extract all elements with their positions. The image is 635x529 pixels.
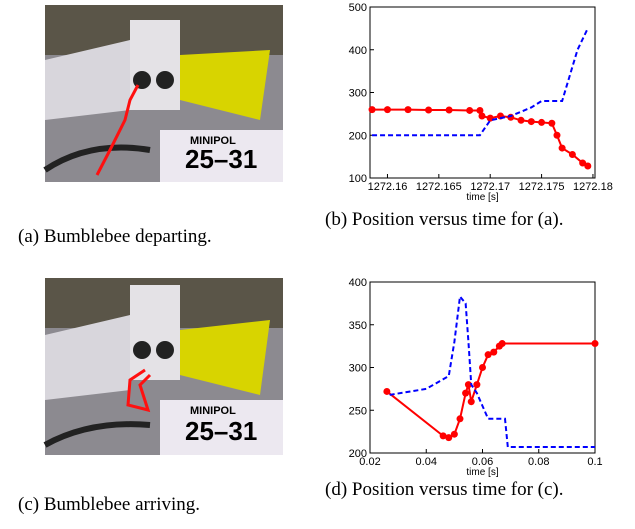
x-tick-label: 0.08 (528, 456, 549, 468)
x-tick-label: 1272.16 (368, 181, 408, 193)
x-tick-label: 1272.175 (519, 181, 565, 193)
plot-frame (369, 6, 596, 179)
series-line (372, 27, 589, 137)
data-point (462, 389, 470, 397)
y-tick-label: 400 (349, 277, 367, 289)
data-point (484, 351, 492, 359)
plate-number: 25–31 (185, 144, 257, 174)
x-axis-label: time [s] (466, 192, 498, 203)
x-axis-label: time [s] (466, 467, 498, 478)
y-tick-label: 200 (349, 130, 367, 142)
data-point (368, 106, 376, 114)
x-tick-label: 0.1 (587, 456, 602, 468)
data-point (568, 150, 576, 158)
caption: (d) Position versus time for (c). (325, 479, 564, 500)
y-tick-label: 100 (349, 173, 367, 185)
data-point (479, 364, 486, 371)
data-point (490, 348, 498, 356)
data-point (439, 432, 447, 440)
x-tick-label: 0.04 (416, 456, 437, 468)
data-point (425, 106, 433, 114)
data-point (445, 106, 453, 114)
data-point (553, 131, 561, 139)
data-point (498, 340, 506, 348)
y-tick-label: 350 (349, 320, 367, 332)
x-tick-label: 0.06 (472, 456, 493, 468)
data-point (548, 119, 556, 127)
plate-label: MINIPOL (190, 405, 236, 417)
data-point (404, 106, 412, 114)
data-point (591, 340, 599, 348)
y-tick-label: 400 (349, 45, 367, 57)
data-point (445, 434, 453, 442)
data-point (478, 112, 486, 120)
data-point (527, 118, 535, 126)
data-point (517, 116, 525, 124)
data-point (579, 159, 587, 167)
data-point (466, 106, 474, 114)
data-point (456, 415, 464, 423)
data-point (467, 398, 475, 406)
x-tick-label: 0.02 (359, 456, 380, 468)
photo-c: MINIPOL 25–31 (43, 278, 283, 455)
plate-number: 25–31 (185, 416, 257, 446)
x-tick-label: 1272.17 (470, 181, 510, 193)
y-tick-label: 200 (349, 448, 367, 460)
data-point (464, 381, 472, 389)
series-line (389, 294, 595, 449)
data-point (486, 114, 494, 122)
data-point (584, 162, 592, 170)
x-tick-label: 1272.165 (416, 181, 462, 193)
y-tick-label: 500 (349, 2, 367, 14)
y-tick-label: 300 (349, 363, 367, 375)
y-tick-label: 250 (349, 405, 367, 417)
caption: (c) Bumblebee arriving. (18, 494, 201, 515)
data-point (450, 430, 458, 438)
x-tick-label: 1272.18 (573, 181, 613, 193)
y-tick-label: 300 (349, 88, 367, 100)
data-point (473, 381, 481, 389)
caption: (a) Bumblebee departing. (18, 226, 212, 247)
data-point (476, 106, 484, 114)
photo-a: MINIPOL 25–31 (43, 5, 283, 182)
plate-label: MINIPOL (190, 135, 236, 147)
caption: (b) Position versus time for (a). (325, 209, 564, 230)
data-point (558, 144, 566, 152)
data-point (383, 106, 391, 114)
data-point (538, 118, 546, 126)
data-point (383, 387, 391, 395)
